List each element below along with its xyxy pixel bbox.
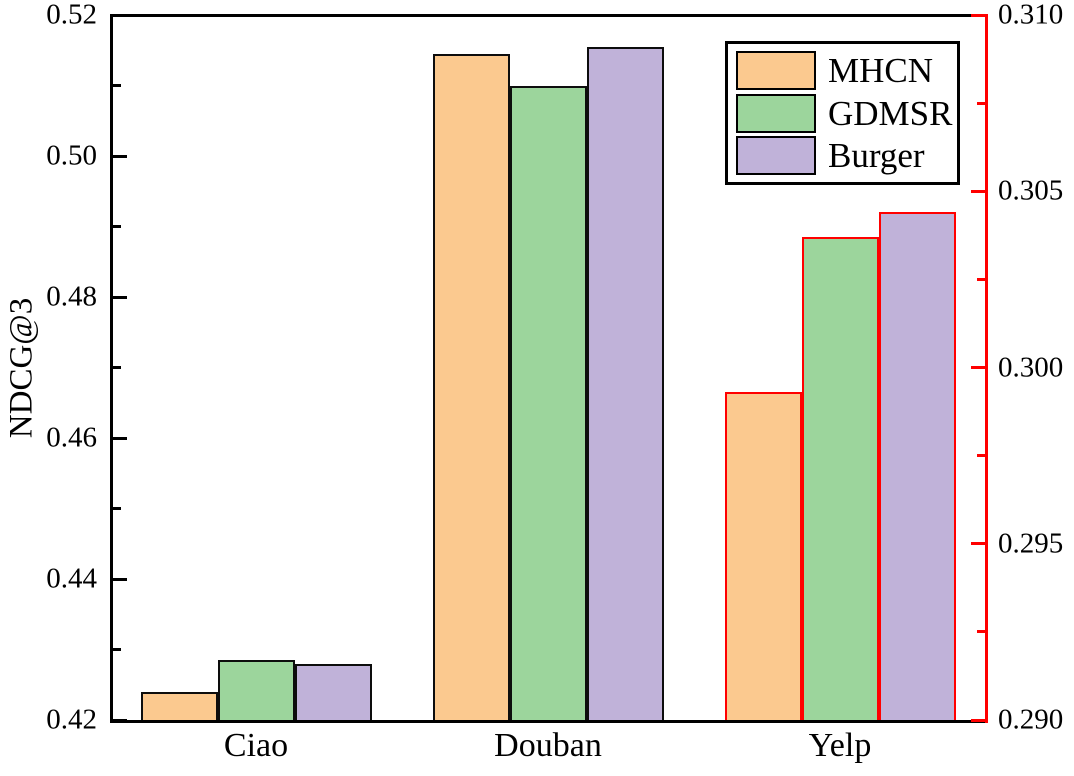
y-axis-left-major-tick	[113, 295, 127, 299]
y-axis-right-major-tick	[971, 13, 985, 17]
y-axis-right-minor-tick	[977, 277, 985, 281]
y-axis-right-tick-label: 0.290	[998, 703, 1064, 736]
y-axis-right-major-tick	[971, 366, 985, 369]
y-axis-right-major-tick	[971, 718, 985, 722]
y-axis-left-major-tick	[113, 577, 127, 581]
y-axis-left-tick-label: 0.46	[46, 421, 97, 454]
y-axis-left-tick-label: 0.48	[46, 280, 97, 313]
y-axis-right-line	[985, 14, 988, 723]
y-axis-left-major-tick	[113, 13, 127, 17]
legend-label-burger: Burger	[828, 135, 925, 175]
y-axis-left-tick-label: 0.42	[46, 703, 97, 736]
y-axis-right-major-tick	[971, 189, 985, 193]
legend-label-mhcn: MHCN	[828, 51, 934, 91]
y-axis-left-minor-tick	[113, 648, 121, 651]
bar-douban-gdmsr	[509, 85, 587, 722]
x-axis-category-label-ciao: Ciao	[223, 727, 289, 764]
y-axis-left-major-tick	[113, 436, 127, 440]
y-axis-left-minor-tick	[113, 366, 121, 369]
y-axis-left-major-tick	[113, 718, 127, 722]
y-axis-right-tick-label: 0.310	[998, 0, 1064, 31]
legend-item-gdmsr: GDMSR	[736, 93, 953, 133]
bar-ciao-mhcn	[140, 691, 218, 722]
y-axis-right-minor-tick	[977, 630, 985, 634]
bar-yelp-mhcn	[724, 392, 802, 722]
legend-item-burger: Burger	[736, 135, 951, 175]
y-axis-left-line	[110, 14, 113, 723]
y-axis-title: NDCG@3	[3, 297, 40, 439]
y-axis-left-tick-label: 0.44	[46, 562, 97, 595]
x-axis-category-label-yelp: Yelp	[808, 727, 872, 764]
bar-yelp-burger	[878, 212, 956, 722]
y-axis-left-tick-label: 0.52	[46, 0, 97, 31]
y-axis-right-tick-label: 0.300	[998, 351, 1064, 383]
legend-swatch-gdmsr	[736, 93, 816, 133]
bar-douban-burger	[586, 46, 664, 722]
plot-border-top	[110, 14, 988, 17]
y-axis-left-minor-tick	[113, 507, 121, 510]
bar-yelp-gdmsr	[801, 237, 879, 722]
legend-swatch-burger	[736, 135, 816, 175]
legend-item-mhcn: MHCN	[736, 51, 951, 91]
y-axis-left-minor-tick	[113, 84, 121, 87]
y-axis-left-minor-tick	[113, 225, 121, 228]
y-axis-right-major-tick	[971, 542, 985, 546]
legend-swatch-mhcn	[736, 51, 816, 91]
y-axis-left-tick-label: 0.50	[46, 139, 97, 172]
x-axis-line	[110, 720, 988, 723]
legend: MHCN GDMSR Burger	[725, 41, 960, 185]
y-axis-right-tick-label: 0.295	[998, 527, 1064, 560]
bar-ciao-burger	[294, 663, 372, 722]
legend-label-gdmsr: GDMSR	[828, 93, 953, 133]
x-axis-category-label-douban: Douban	[494, 727, 602, 764]
y-axis-right-minor-tick	[977, 101, 985, 105]
y-axis-right-tick-label: 0.305	[998, 174, 1064, 207]
bar-douban-mhcn	[432, 53, 510, 722]
y-axis-left-major-tick	[113, 154, 127, 158]
bar-ciao-gdmsr	[217, 660, 295, 722]
y-axis-right-minor-tick	[977, 454, 985, 458]
